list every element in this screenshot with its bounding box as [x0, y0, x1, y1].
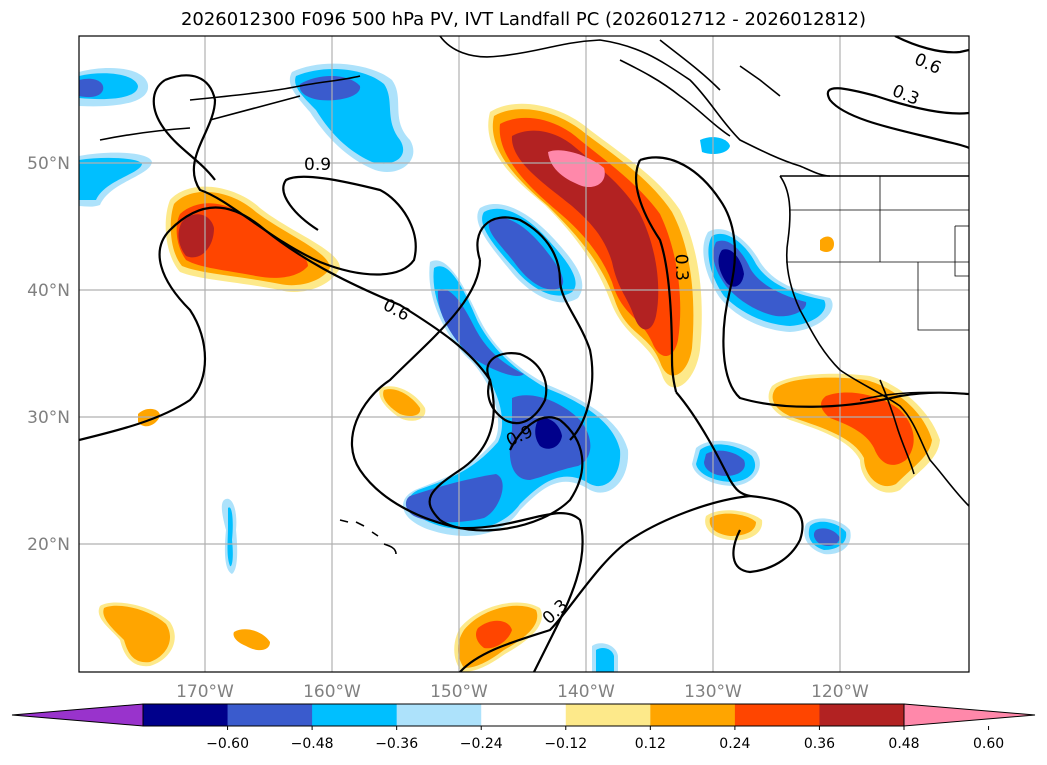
colorbar-segment	[565, 704, 651, 726]
colorbar-segment	[734, 704, 820, 726]
lon-label: 140°W	[557, 682, 615, 702]
colorbar-tick-label: 0.24	[719, 736, 750, 752]
state-borders	[786, 176, 969, 331]
coastlines	[99, 36, 969, 555]
contour-label: 0.6	[380, 295, 413, 325]
map-title: 2026012300 F096 500 hPa PV, IVT Landfall…	[180, 9, 867, 30]
plot-frame	[78, 35, 970, 673]
colorbar-segment	[143, 704, 229, 726]
lon-label: 150°W	[430, 682, 488, 702]
contour-label: 0.3	[671, 253, 692, 281]
lon-label: 120°W	[811, 682, 869, 702]
colorbar-tick-label: −0.60	[206, 736, 249, 752]
colorbar-extend-left	[11, 703, 144, 727]
colorbar-tick-label: −0.48	[291, 736, 334, 752]
lon-label: 130°W	[684, 682, 742, 702]
colorbar-tick-label: −0.24	[460, 736, 503, 752]
contour-label: 0.3	[889, 81, 922, 110]
colorbar-tick-label: 0.36	[804, 736, 835, 752]
longitude-labels: 170°W 160°W 150°W 140°W 130°W 120°W	[176, 682, 869, 702]
colorbar-tick-label: 0.48	[888, 736, 919, 752]
lat-label: 30°N	[27, 408, 70, 428]
contour-label: 0.6	[911, 50, 944, 79]
lat-label: 50°N	[27, 154, 70, 174]
colorbar-extend-right	[903, 703, 1036, 727]
colorbar-tick-label: −0.12	[544, 736, 587, 752]
pc-contours	[79, 36, 969, 672]
contour-label: 0.9	[304, 155, 331, 175]
colorbar-tick-label: 0.12	[635, 736, 666, 752]
colorbar: −0.60 −0.48 −0.36 −0.24 −0.12 0.12 0.24 0.36 0.4…	[11, 703, 1036, 752]
colorbar-segment	[227, 704, 313, 726]
latitude-labels: 20°N 30°N 40°N 50°N	[27, 154, 70, 555]
colorbar-segment	[819, 704, 905, 726]
lon-label: 160°W	[303, 682, 361, 702]
colorbar-segment	[312, 704, 398, 726]
colorbar-segment	[481, 704, 567, 726]
colorbar-segment	[396, 704, 482, 726]
colorbar-tick-label: 0.60	[973, 736, 1004, 752]
lat-label: 20°N	[27, 535, 70, 555]
lon-label: 170°W	[176, 682, 234, 702]
pv-anomaly-fill	[79, 63, 940, 672]
colorbar-segment	[650, 704, 736, 726]
colorbar-tick-label: −0.36	[375, 736, 418, 752]
colorbar-frame	[142, 703, 905, 727]
lat-label: 40°N	[27, 281, 70, 301]
